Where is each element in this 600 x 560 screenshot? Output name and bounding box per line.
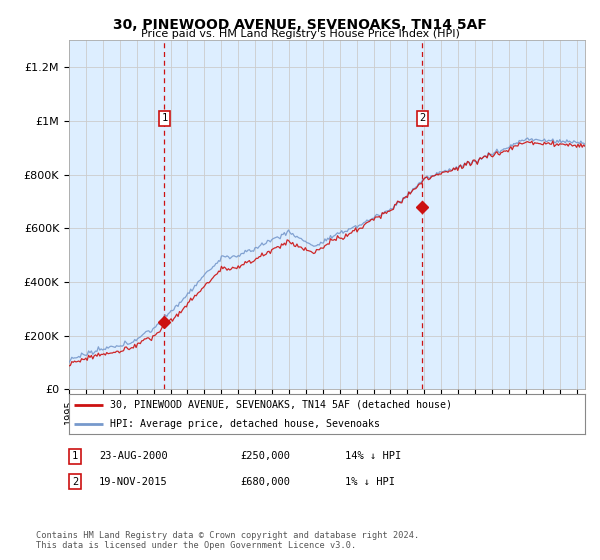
Text: 30, PINEWOOD AVENUE, SEVENOAKS, TN14 5AF: 30, PINEWOOD AVENUE, SEVENOAKS, TN14 5AF xyxy=(113,18,487,32)
Text: 2: 2 xyxy=(72,477,78,487)
Text: 19-NOV-2015: 19-NOV-2015 xyxy=(99,477,168,487)
Text: 30, PINEWOOD AVENUE, SEVENOAKS, TN14 5AF (detached house): 30, PINEWOOD AVENUE, SEVENOAKS, TN14 5AF… xyxy=(110,400,452,410)
Text: 2: 2 xyxy=(419,113,425,123)
Text: £680,000: £680,000 xyxy=(240,477,290,487)
Text: 23-AUG-2000: 23-AUG-2000 xyxy=(99,451,168,461)
Text: 1: 1 xyxy=(72,451,78,461)
Text: 14% ↓ HPI: 14% ↓ HPI xyxy=(345,451,401,461)
Text: HPI: Average price, detached house, Sevenoaks: HPI: Average price, detached house, Seve… xyxy=(110,419,380,429)
Text: 1% ↓ HPI: 1% ↓ HPI xyxy=(345,477,395,487)
Text: Price paid vs. HM Land Registry's House Price Index (HPI): Price paid vs. HM Land Registry's House … xyxy=(140,29,460,39)
Text: £250,000: £250,000 xyxy=(240,451,290,461)
Text: 1: 1 xyxy=(161,113,167,123)
Text: Contains HM Land Registry data © Crown copyright and database right 2024.
This d: Contains HM Land Registry data © Crown c… xyxy=(36,530,419,550)
